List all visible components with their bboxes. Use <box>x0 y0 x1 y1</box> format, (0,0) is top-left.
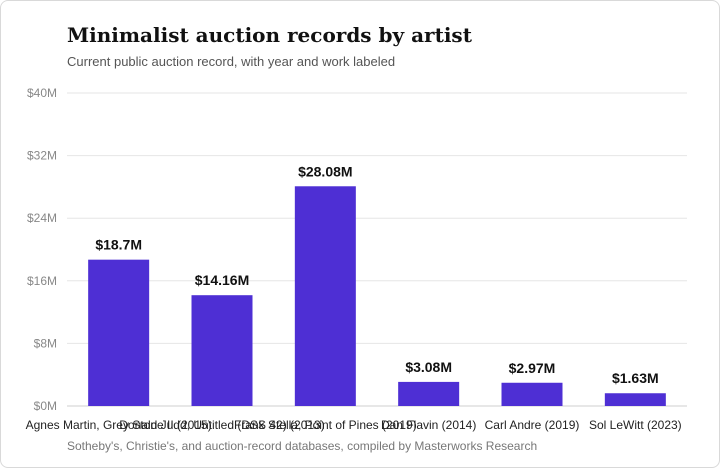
data-label: $2.97M <box>509 360 556 376</box>
bar <box>191 295 253 406</box>
bar <box>294 186 356 406</box>
x-tick-label: Donald Judd, Untitled (DSS 42) (2013) <box>119 418 324 432</box>
x-tick-label: Dan Flavin (2014) <box>381 418 476 432</box>
data-label: $14.16M <box>195 272 249 288</box>
y-tick-label: $16M <box>27 274 57 288</box>
y-tick-label: $24M <box>27 211 57 225</box>
x-tick-label: Agnes Martin, Grey Stone II (2015) <box>26 418 212 432</box>
data-label: $28.08M <box>298 163 352 179</box>
data-label: $3.08M <box>405 359 452 375</box>
x-axis: Agnes Martin, Grey Stone II (2015)Donald… <box>26 418 682 432</box>
x-tick-label: Frank Stella, Point of Pines (2019) <box>234 418 417 432</box>
x-tick-label: Carl Andre (2019) <box>485 418 580 432</box>
chart-subtitle: Current public auction record, with year… <box>67 54 396 69</box>
bar <box>604 393 666 406</box>
data-label: $1.63M <box>612 370 659 386</box>
bars <box>88 186 666 406</box>
grid-layer <box>67 92 687 407</box>
data-label: $18.7M <box>95 237 142 253</box>
y-tick-label: $8M <box>34 336 57 350</box>
y-axis: $0M $8M $16M $24M $32M $40M <box>27 86 57 413</box>
y-tick-label: $40M <box>27 86 57 100</box>
y-tick-label: $0M <box>34 399 57 413</box>
y-tick-label: $32M <box>27 149 57 163</box>
x-tick-label: Sol LeWitt (2023) <box>589 418 682 432</box>
bar <box>398 381 460 406</box>
bar <box>88 259 150 406</box>
data-labels: $18.7M $14.16M $28.08M $3.08M $2.97M $1.63M <box>95 163 658 386</box>
chart-source: Sotheby's, Christie's, and auction-recor… <box>67 439 538 453</box>
bar <box>501 382 563 406</box>
chart-title: Minimalist auction records by artist <box>67 23 472 47</box>
